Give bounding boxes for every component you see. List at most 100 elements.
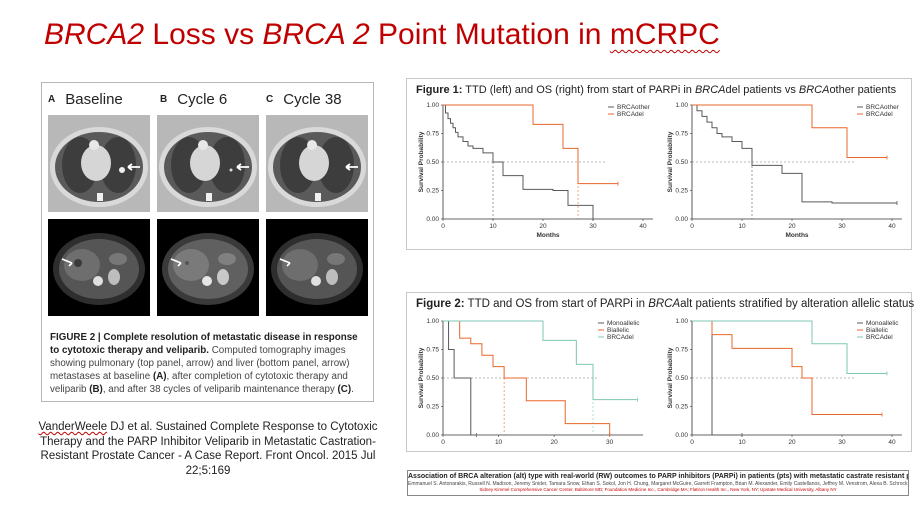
- fig2-left-series-brcadel: [443, 320, 638, 401]
- ct-liver-cycle38: [266, 219, 368, 316]
- fig2-right-group: 0.00 0.25 0.50 0.75 1.00 0 10 20 30 40 Survival Pr…: [667, 318, 902, 446]
- fig2-right-legend-label: Monoallelic: [866, 320, 899, 327]
- fig1-left-xlabel: Months: [536, 232, 559, 239]
- reference-text: DJ et al. Sustained Complete Response to…: [40, 421, 378, 477]
- fig2-left-x-tick-label: 10: [495, 439, 503, 446]
- fig1-left-y-tick-label: 0.25: [426, 188, 439, 195]
- fig2-left-series-biallelic: [443, 320, 611, 435]
- ct-liver-baseline: [48, 219, 150, 316]
- fig2-left-x-tick-label: 30: [606, 439, 614, 446]
- fig1-right-group: 0.00 0.25 0.50 0.75 1.00 0 10 20 30 40 Survival Pr…: [667, 102, 902, 239]
- figure-2-title: Figure 2: TTD and OS from start of PARPi…: [416, 298, 915, 310]
- poster-banner: Association of BRCA alteration (alt) typ…: [407, 470, 909, 496]
- fig2-left-ylabel: Survival Probability: [418, 347, 425, 408]
- fig1-left-ylabel: Survival Probability: [418, 131, 425, 192]
- fig1-right-x-tick-label: 20: [788, 223, 796, 230]
- fig1-left-series-brcaother: [443, 104, 594, 219]
- ct-figure-caption: FIGURE 2 | Complete resolution of metast…: [50, 332, 358, 395]
- fig2-right-y-tick-label: 0.25: [675, 404, 688, 411]
- fig1-left-x-tick-label: 0: [441, 223, 445, 230]
- fig2-left-x-tick-label: 0: [441, 439, 445, 446]
- ct-image-grid: [48, 115, 368, 320]
- fig1-right-y-tick-label: 0.75: [675, 131, 688, 138]
- slide-title: BRCA2 Loss vs BRCA 2 Point Mutation in m…: [44, 18, 720, 52]
- fig2-left-y-tick-label: 0.75: [426, 347, 439, 354]
- fig2-right-x-tick-label: 40: [888, 439, 896, 446]
- title-text-1: Loss vs: [144, 18, 263, 51]
- ct-label-a: A Baseline: [48, 91, 123, 108]
- title-gene-1: BRCA2: [44, 18, 145, 51]
- fig2-right-legend-label: Biallelic: [866, 327, 889, 334]
- fig1-left-y-tick-label: 0.75: [426, 131, 439, 138]
- fig1-left-x-tick-label: 20: [539, 223, 547, 230]
- fig2-left-y-tick-label: 0.50: [426, 375, 439, 382]
- ct-label-c: C Cycle 38: [266, 91, 342, 108]
- fig2-left-legend-label: Monoallelic: [607, 320, 640, 327]
- fig1-right-x-tick-label: 40: [888, 223, 896, 230]
- fig1-left-y-tick-label: 0.50: [426, 159, 439, 166]
- fig1-right-y-tick-label: 1.00: [675, 102, 688, 109]
- fig1-right-y-tick-label: 0.50: [675, 159, 688, 166]
- fig2-right-series-biallelic: [692, 320, 882, 415]
- ct-lung-cycle6: [157, 115, 259, 212]
- fig1-left-legend-label: BRCAother: [617, 104, 651, 111]
- fig1-right-x-tick-label: 10: [738, 223, 746, 230]
- fig1-left-y-tick-label: 0.00: [426, 216, 439, 223]
- fig2-left-legend-label: Biallelic: [607, 327, 630, 334]
- fig1-left-group: 0.00 0.25 0.50 0.75 1.00 0 10 20 30 40 Survival Pr…: [418, 102, 653, 239]
- ct-lung-baseline: [48, 115, 150, 212]
- fig2-left-y-tick-label: 0.25: [426, 404, 439, 411]
- figure-2: Figure 2: TTD and OS from start of PARPi…: [406, 292, 915, 452]
- fig2-right-x-tick-label: 20: [788, 439, 796, 446]
- fig1-right-series-brcaother: [692, 104, 897, 204]
- fig1-right-legend-label: BRCAother: [866, 104, 900, 111]
- fig2-left-y-tick-label: 1.00: [426, 318, 439, 325]
- fig1-left-x-tick-label: 10: [489, 223, 497, 230]
- ct-panel-labels: A Baseline B Cycle 6 C Cycle 38: [48, 91, 368, 111]
- fig1-right-series-brcadel: [692, 104, 887, 158]
- fig1-right-y-tick-label: 0.25: [675, 188, 688, 195]
- fig2-right-y-tick-label: 0.50: [675, 375, 688, 382]
- fig2-left-legend-label: BRCAdel: [607, 334, 634, 341]
- fig1-left-legend-label: BRCAdel: [617, 111, 644, 118]
- title-text-2: Point Mutation in: [369, 18, 610, 51]
- ct-figure: A Baseline B Cycle 6 C Cycle 38: [41, 82, 374, 402]
- reference-citation: VanderWeele DJ et al. Sustained Complete…: [38, 420, 378, 478]
- banner-authors: Emmanuel S. Antonarakis, Russell N. Madi…: [408, 481, 909, 487]
- fig1-right-y-tick-label: 0.00: [675, 216, 688, 223]
- reference-author: VanderWeele: [38, 421, 108, 433]
- figure-1: Figure 1: TTD (left) and OS (right) from…: [406, 78, 912, 250]
- figure-1-plots: 0.00 0.25 0.50 0.75 1.00 0 10 20 30 40 Survival Pr…: [418, 102, 902, 239]
- fig2-right-ylabel: Survival Probability: [667, 347, 674, 408]
- fig1-right-xlabel: Months: [785, 232, 808, 239]
- title-gene-2: BRCA 2: [262, 18, 370, 51]
- figure-1-title: Figure 1: TTD (left) and OS (right) from…: [416, 84, 897, 96]
- title-disease: mCRPC: [609, 18, 720, 51]
- fig1-left-series-brcadel: [443, 104, 618, 185]
- fig2-right-y-tick-label: 0.00: [675, 432, 688, 439]
- fig1-right-x-tick-label: 30: [838, 223, 846, 230]
- fig2-left-series-monoallelic: [443, 320, 477, 436]
- fig2-right-y-tick-label: 1.00: [675, 318, 688, 325]
- fig1-right-x-tick-label: 0: [690, 223, 694, 230]
- fig2-left-y-tick-label: 0.00: [426, 432, 439, 439]
- fig2-left-x-tick-label: 20: [550, 439, 558, 446]
- fig2-left-group: 0.00 0.25 0.50 0.75 1.00 0 10 20 30 Survival Prob…: [418, 318, 643, 446]
- fig1-left-x-tick-label: 30: [589, 223, 597, 230]
- banner-title: Association of BRCA alteration (alt) typ…: [408, 473, 908, 480]
- ct-lung-cycle38: [266, 115, 368, 212]
- fig2-right-x-tick-label: 30: [838, 439, 846, 446]
- fig1-right-legend-label: BRCAdel: [866, 111, 893, 118]
- ct-liver-cycle6: [157, 219, 259, 316]
- fig2-right-x-tick-label: 0: [690, 439, 694, 446]
- fig2-right-legend-label: BRCAdel: [866, 334, 893, 341]
- fig1-left-x-tick-label: 40: [639, 223, 647, 230]
- banner-institutions: Sidney Kimmel Comprehensive Cancer Cente…: [479, 487, 837, 492]
- fig2-right-x-tick-label: 10: [738, 439, 746, 446]
- fig2-right-y-tick-label: 0.75: [675, 347, 688, 354]
- fig1-left-y-tick-label: 1.00: [426, 102, 439, 109]
- fig2-right-series-brcadel: [692, 320, 887, 374]
- figure-2-plots: 0.00 0.25 0.50 0.75 1.00 0 10 20 30 Survival Prob…: [418, 318, 902, 446]
- ct-label-b: B Cycle 6: [160, 91, 228, 108]
- fig1-right-ylabel: Survival Probability: [667, 131, 674, 192]
